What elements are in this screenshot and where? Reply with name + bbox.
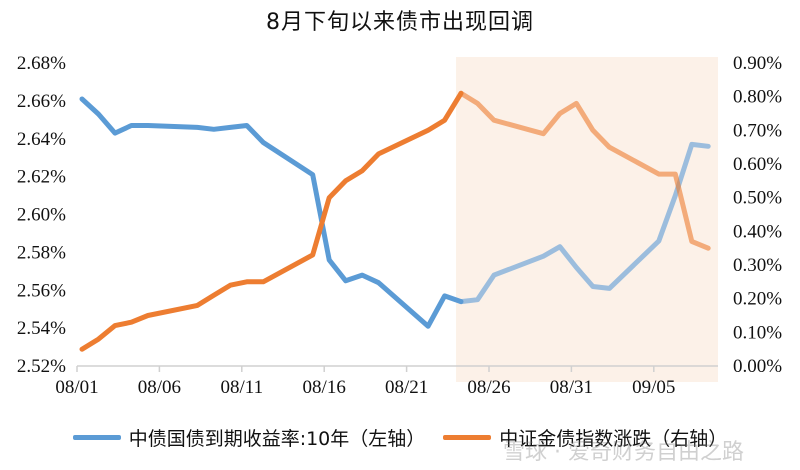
legend-swatch-blue bbox=[72, 435, 121, 440]
x-axis-tick: 08/06 bbox=[138, 377, 181, 398]
right-axis-tick: 0.00% bbox=[733, 356, 782, 377]
right-axis-tick: 0.60% bbox=[733, 154, 782, 175]
right-axis-tick: 0.90% bbox=[733, 53, 782, 74]
x-axis-tick: 08/11 bbox=[221, 377, 264, 398]
legend-item-index: 中证金债指数涨跌（右轴） bbox=[443, 424, 727, 451]
index-line bbox=[79, 90, 464, 352]
left-axis-tick: 2.64% bbox=[17, 129, 66, 150]
right-axis-tick: 0.40% bbox=[733, 221, 782, 242]
legend-label-yield: 中债国债到期收益率:10年（左轴） bbox=[128, 428, 426, 450]
chart-title: 8月下旬以来债市出现回调 bbox=[266, 10, 534, 35]
right-axis-tick: 0.30% bbox=[733, 255, 782, 276]
right-axis-tick: 0.10% bbox=[733, 322, 782, 343]
index-line-shaded bbox=[458, 90, 711, 251]
left-axis-tick: 2.60% bbox=[17, 205, 66, 226]
left-axis-tick: 2.68% bbox=[17, 53, 66, 74]
right-axis-tick: 0.20% bbox=[733, 289, 782, 310]
left-axis-tick: 2.62% bbox=[17, 167, 66, 188]
yield-line bbox=[79, 96, 464, 329]
right-axis-tick: 0.70% bbox=[733, 120, 782, 141]
legend-label-index: 中证金债指数涨跌（右轴） bbox=[499, 428, 728, 450]
watermark: 雪球 · 爱奇财务自由之路 bbox=[503, 440, 744, 465]
x-axis-tick: 08/01 bbox=[55, 377, 98, 398]
right-axis-tick: 0.50% bbox=[733, 188, 782, 209]
right-axis-tick: 0.80% bbox=[733, 87, 782, 108]
left-axis-tick: 2.66% bbox=[17, 91, 66, 112]
x-axis-tick: 09/05 bbox=[632, 377, 675, 398]
x-axis-tick: 08/31 bbox=[550, 377, 593, 398]
left-axis-tick: 2.52% bbox=[17, 356, 66, 377]
shaded-period bbox=[456, 57, 718, 382]
x-axis-tick: 08/26 bbox=[467, 377, 510, 398]
x-axis-tick: 08/21 bbox=[385, 377, 428, 398]
left-axis-tick: 2.56% bbox=[17, 280, 66, 301]
left-axis-tick: 2.54% bbox=[17, 318, 66, 339]
chart-legend: 中债国债到期收益率:10年（左轴） 中证金债指数涨跌（右轴） bbox=[0, 424, 800, 451]
x-axis-tick: 08/16 bbox=[303, 377, 346, 398]
left-axis-tick: 2.58% bbox=[17, 242, 66, 263]
legend-item-yield: 中债国债到期收益率:10年（左轴） bbox=[72, 424, 426, 451]
legend-swatch-orange bbox=[443, 435, 492, 440]
